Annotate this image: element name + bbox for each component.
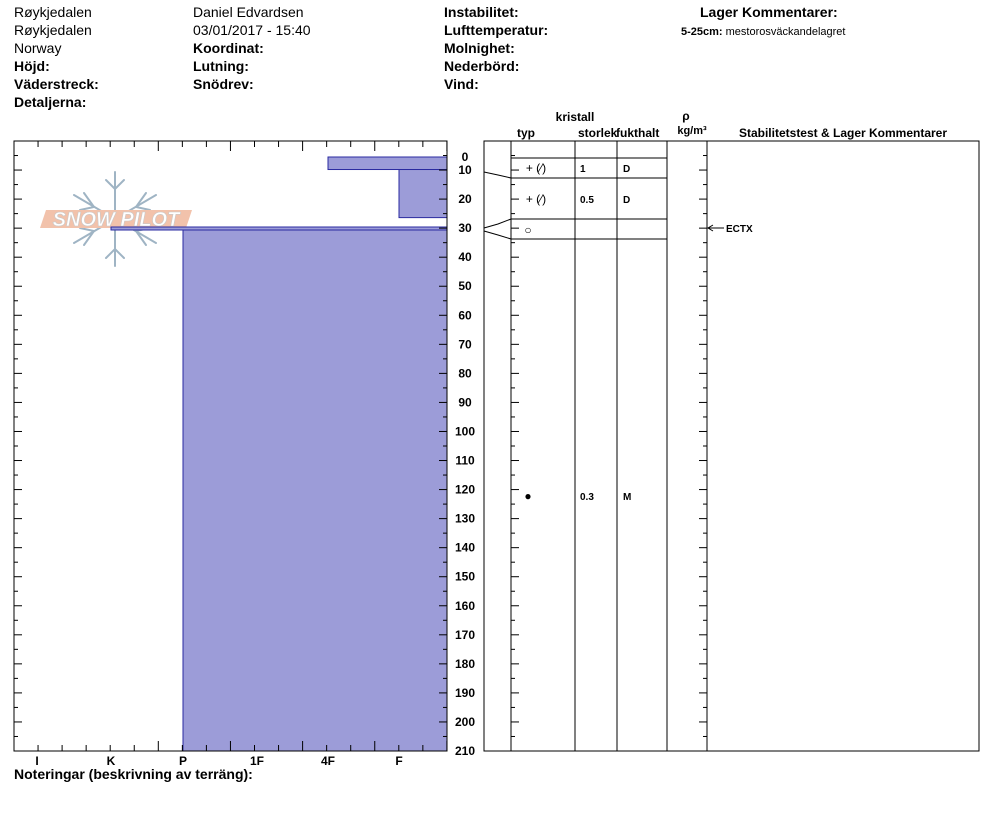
aspect-label: Väderstreck: xyxy=(14,76,99,92)
observer: Daniel Edvardsen xyxy=(193,4,304,20)
layer-4-size: 0.3 xyxy=(580,492,594,503)
location: Røykjedalen xyxy=(14,4,92,20)
density-unit: kg/m³ xyxy=(677,125,707,137)
air-temp-label: Lufttemperatur: xyxy=(444,22,549,38)
notes-label: Noteringar (beskrivning av terräng): xyxy=(14,766,253,782)
drift-label: Snödrev: xyxy=(193,76,254,92)
size-header: storlek xyxy=(578,126,618,140)
depth-label: 120 xyxy=(455,483,475,497)
depth-label: 10 xyxy=(458,163,472,177)
layer-1-moisture: D xyxy=(623,164,630,175)
depth-label: 0 xyxy=(462,150,469,164)
hardness-bar xyxy=(182,229,448,752)
depth-label: 140 xyxy=(455,541,475,555)
layer-table-frame xyxy=(483,140,980,752)
hardness-label: K xyxy=(107,754,116,768)
depth-label: 50 xyxy=(458,279,472,293)
stability-test-label: ECTX xyxy=(726,224,753,235)
hardness-label: F xyxy=(395,754,402,768)
datetime: 03/01/2017 - 15:40 xyxy=(193,22,311,38)
layer-2-type: + (⁄) xyxy=(526,192,546,206)
layer-4-type: ● xyxy=(524,489,531,503)
sublocation: Røykjedalen xyxy=(14,22,92,38)
layer-2-moisture: D xyxy=(623,195,630,206)
depth-label: 190 xyxy=(455,686,475,700)
depth-label: 150 xyxy=(455,570,475,584)
layer-comment-text: mestorosväckandelagret xyxy=(725,26,846,38)
depth-label: 30 xyxy=(458,221,472,235)
crystal-group-header: kristall xyxy=(556,110,595,124)
layer-link-line xyxy=(483,230,512,240)
layer-comment: 5-25cm: mestorosväckandelagret xyxy=(681,24,845,40)
layer-1-size: 1 xyxy=(580,164,586,175)
wind-label: Vind: xyxy=(444,76,479,92)
depth-label: 40 xyxy=(458,250,472,264)
depth-label: 210 xyxy=(455,744,475,758)
depth-axis: 010 20 30 40 50 60 70 80 90 100 110 120 130 140 150 160… xyxy=(14,140,475,758)
hardness-axis-labels: I K P 1F 4F F xyxy=(35,754,402,768)
logo-text: SNOW PILOT xyxy=(53,209,181,231)
layer-2-size: 0.5 xyxy=(580,195,594,206)
hardness-label: 1F xyxy=(250,754,264,768)
hardness-label: P xyxy=(179,754,187,768)
slope-label: Lutning: xyxy=(193,58,249,74)
hardness-bar xyxy=(398,169,448,219)
logo-band xyxy=(40,210,192,228)
hardness-axis-ticks xyxy=(13,141,448,751)
layer-4-moisture: M xyxy=(623,492,631,503)
stability-test-marker: ECTX xyxy=(707,224,753,235)
depth-label: 160 xyxy=(455,599,475,613)
depth-label: 20 xyxy=(458,192,472,206)
hardness-bar xyxy=(327,156,448,171)
depth-label: 80 xyxy=(458,366,472,380)
layer-comment-range: 5-25cm: xyxy=(681,26,723,38)
cloud-label: Molnighet: xyxy=(444,40,515,56)
type-header: typ xyxy=(517,126,535,140)
depth-label: 90 xyxy=(458,395,472,409)
depth-label: 130 xyxy=(455,512,475,526)
depth-label: 60 xyxy=(458,308,472,322)
depth-label: 180 xyxy=(455,657,475,671)
hardness-label: I xyxy=(35,754,38,768)
height-label: Höjd: xyxy=(14,58,50,74)
hardness-label: 4F xyxy=(321,754,335,768)
stability-header: Stabilitetstest & Lager Kommentarer xyxy=(739,126,947,140)
moisture-header: fukthalt xyxy=(616,126,659,140)
depth-label: 110 xyxy=(455,454,475,468)
coordinate-label: Koordinat: xyxy=(193,40,264,56)
instability-label: Instabilitet: xyxy=(444,4,519,20)
density-symbol: ρ xyxy=(682,109,689,123)
layer-link-line xyxy=(483,218,512,229)
depth-label: 70 xyxy=(458,337,472,351)
country: Norway xyxy=(14,40,62,56)
layer-1-type: + (⁄) xyxy=(526,161,546,175)
hardness-bars xyxy=(110,156,448,752)
precip-label: Nederbörd: xyxy=(444,58,520,74)
layer-comments-title: Lager Kommentarer: xyxy=(700,4,838,20)
depth-label: 170 xyxy=(455,628,475,642)
layer-link-line xyxy=(483,171,512,179)
arrow-left-icon xyxy=(707,224,714,232)
depth-label: 100 xyxy=(455,424,475,438)
snowpilot-logo: SNOW PILOT xyxy=(40,171,192,267)
depth-label: 200 xyxy=(455,715,475,729)
layer-3-type: ○ xyxy=(524,223,531,237)
details-label: Detaljerna: xyxy=(14,94,87,110)
table-depth-ticks xyxy=(511,140,707,752)
